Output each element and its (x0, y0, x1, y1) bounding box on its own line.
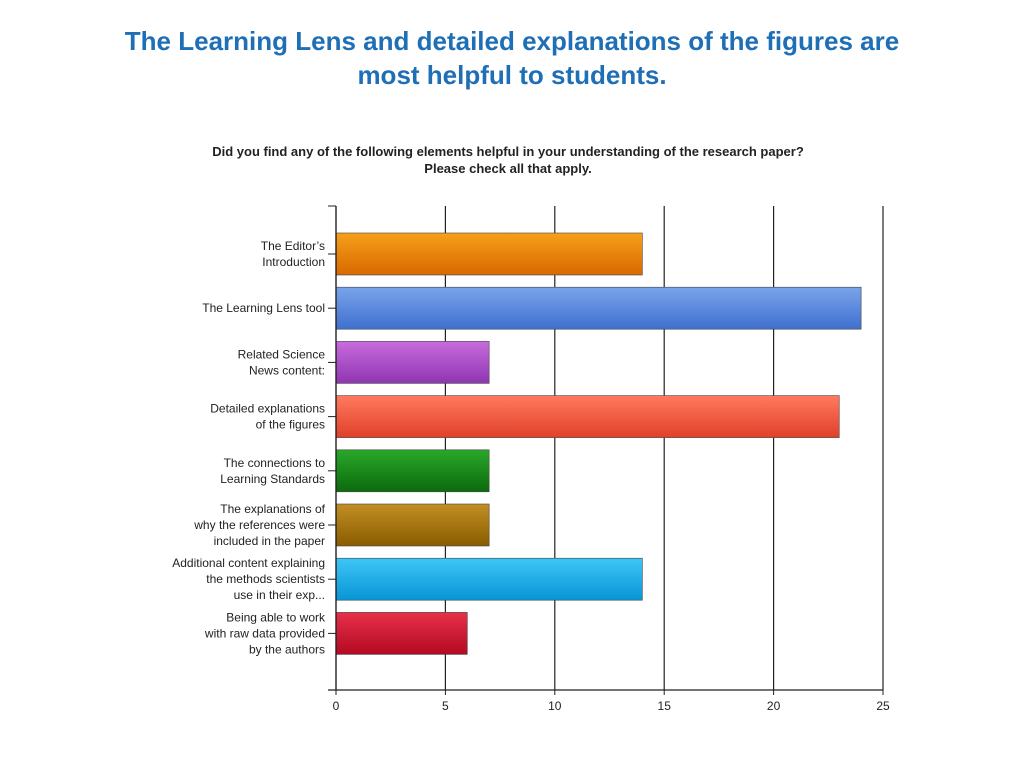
category-label-3-line-2: News content: (249, 363, 325, 377)
bar-5 (335, 449, 490, 493)
axes (328, 205, 884, 695)
category-label-6-line-3: included in the paper (214, 534, 325, 548)
category-label-8-line-1: Being able to work (226, 610, 326, 624)
slide-title-line-2: most helpful to students. (357, 60, 667, 90)
tick-label-x-0: 0 (333, 699, 340, 713)
category-label-7: Additional content explaining the methods… (172, 556, 325, 602)
category-label-5-line-1: The connections to (224, 456, 326, 470)
category-label-4-line-1: Detailed explanations (210, 402, 325, 416)
category-label-7-line-3: use in their exp... (234, 588, 325, 602)
slide-title: The Learning Lens and detailed explanati… (62, 24, 962, 92)
x-tick-labels: 0 5 10 15 20 25 (333, 699, 890, 713)
category-label-8-line-2: with raw data provided (204, 626, 325, 640)
category-labels: The Editor’s Introduction The Learning Len… (172, 239, 326, 656)
bar-4 (335, 395, 840, 438)
category-label-1: The Editor’s Introduction (261, 239, 325, 269)
bar-2 (335, 286, 862, 330)
category-label-2: The Learning Lens tool (202, 301, 325, 315)
category-label-7-line-2: the methods scientists (206, 572, 325, 586)
category-label-6-line-1: The explanations of (220, 502, 325, 516)
gridlines (444, 206, 884, 690)
category-label-4-line-2: of the figures (256, 418, 325, 432)
tick-label-x-20: 20 (767, 699, 781, 713)
bar-1 (335, 232, 643, 276)
tick-label-x-15: 15 (658, 699, 672, 713)
category-label-8-line-3: by the authors (249, 642, 325, 656)
tick-label-x-10: 10 (548, 699, 562, 713)
chart-question-line-1: Did you find any of the following elemen… (212, 144, 804, 159)
category-label-5-line-2: Learning Standards (220, 472, 325, 486)
category-label-2-line-1: The Learning Lens tool (202, 301, 325, 315)
category-label-1-line-2: Introduction (262, 255, 325, 269)
category-label-6-line-2: why the references were (193, 518, 325, 532)
bars (335, 232, 862, 655)
chart-question-line-2: Please check all that apply. (424, 161, 591, 176)
category-label-3-line-1: Related Science (238, 347, 326, 361)
tick-label-x-5: 5 (442, 699, 449, 713)
category-label-7-line-1: Additional content explaining (172, 556, 325, 570)
bar-8 (335, 612, 468, 655)
chart-question: Did you find any of the following elemen… (212, 144, 804, 176)
slide-title-line-1: The Learning Lens and detailed explanati… (124, 26, 900, 56)
category-label-4: Detailed explanations of the figures (210, 402, 325, 432)
bar-6 (335, 503, 490, 547)
category-label-6: The explanations of why the references we… (193, 502, 325, 548)
category-label-1-line-1: The Editor’s (261, 239, 325, 253)
bar-3 (335, 341, 490, 384)
category-label-8: Being able to work with raw data provided… (204, 610, 326, 656)
category-label-3: Related Science News content: (238, 347, 326, 377)
bar-7 (335, 557, 643, 601)
tick-label-x-25: 25 (876, 699, 890, 713)
category-label-5: The connections to Learning Standards (220, 456, 325, 486)
